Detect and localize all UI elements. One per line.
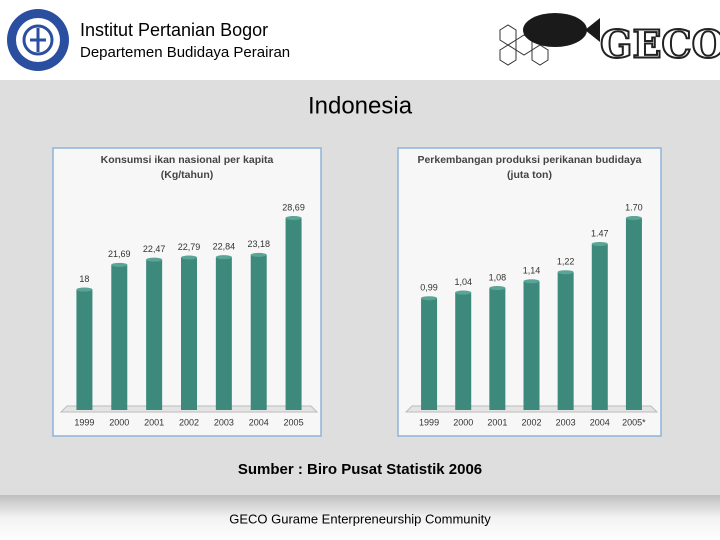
bar-top — [250, 252, 267, 257]
bar-top — [625, 216, 642, 220]
bar — [489, 288, 506, 410]
x-tick-label: 2005 — [284, 417, 304, 427]
source: Sumber : Biro Pusat Statistik 2006 — [238, 461, 482, 478]
x-tick-label: 2003 — [556, 417, 576, 427]
geco-logo-text: GECO — [600, 22, 720, 67]
value-label: 1,22 — [557, 257, 575, 267]
value-label: 23,18 — [247, 239, 270, 249]
bar — [146, 259, 163, 410]
chart-title: Konsumsi ikan nasional per kapita — [101, 154, 274, 166]
bar — [111, 264, 128, 410]
bar-top — [111, 262, 128, 267]
bar — [625, 218, 642, 410]
x-tick-label: 2005* — [622, 417, 646, 427]
x-tick-label: 2003 — [214, 417, 234, 427]
footer: GECO Gurame Enterpreneurship Community — [229, 511, 491, 526]
x-tick-label: 2004 — [249, 417, 269, 427]
value-label: 21,69 — [108, 249, 131, 259]
bar — [421, 298, 438, 410]
header-subtitle: Departemen Budidaya Perairan — [80, 44, 290, 61]
bar — [591, 243, 608, 410]
value-label: 1.70 — [625, 202, 643, 212]
bar — [181, 257, 197, 410]
value-label: 0,99 — [420, 283, 438, 293]
chart-subtitle: (Kg/tahun) — [161, 169, 214, 181]
bar-top — [591, 241, 608, 246]
x-tick-label: 2000 — [109, 417, 129, 427]
bar-top — [455, 290, 472, 295]
value-label: 1,14 — [523, 266, 541, 276]
x-tick-label: 1999 — [419, 417, 439, 427]
footer-bg — [0, 495, 720, 540]
x-tick-label: 2004 — [590, 417, 610, 427]
value-label: 28,69 — [282, 202, 305, 212]
geco-logo-art — [499, 13, 600, 66]
slide-title: Indonesia — [308, 92, 413, 119]
chart-subtitle: (juta ton) — [507, 169, 552, 181]
bar-top — [146, 257, 163, 262]
x-tick-label: 2001 — [487, 417, 507, 427]
bar-top — [215, 255, 232, 260]
bar-top — [523, 279, 540, 284]
bar-top — [557, 270, 574, 275]
value-label: 22,84 — [213, 242, 236, 252]
value-label: 22,79 — [178, 242, 201, 252]
bar — [250, 254, 267, 410]
ipb-logo — [7, 9, 69, 71]
bar — [215, 257, 232, 410]
value-label: 1.47 — [591, 228, 609, 238]
x-tick-label: 2001 — [144, 417, 164, 427]
bar — [76, 289, 93, 410]
value-label: 1,08 — [489, 272, 507, 282]
bar — [557, 272, 574, 410]
header-title: Institut Pertanian Bogor — [80, 20, 268, 40]
x-tick-label: 2002 — [521, 417, 541, 427]
bar-top — [76, 287, 93, 292]
value-label: 22,47 — [143, 244, 166, 254]
value-label: 1,04 — [454, 277, 472, 287]
value-label: 18 — [79, 274, 89, 284]
bar-top — [421, 296, 438, 301]
bar — [285, 218, 302, 410]
bar — [455, 292, 472, 410]
bar — [523, 281, 540, 410]
bar-top — [285, 216, 302, 220]
x-tick-label: 2000 — [453, 417, 473, 427]
chart-title: Perkembangan produksi perikanan budidaya — [417, 154, 641, 166]
bar-top — [181, 255, 197, 260]
x-tick-label: 2002 — [179, 417, 199, 427]
bar-top — [489, 286, 506, 291]
x-tick-label: 1999 — [74, 417, 94, 427]
